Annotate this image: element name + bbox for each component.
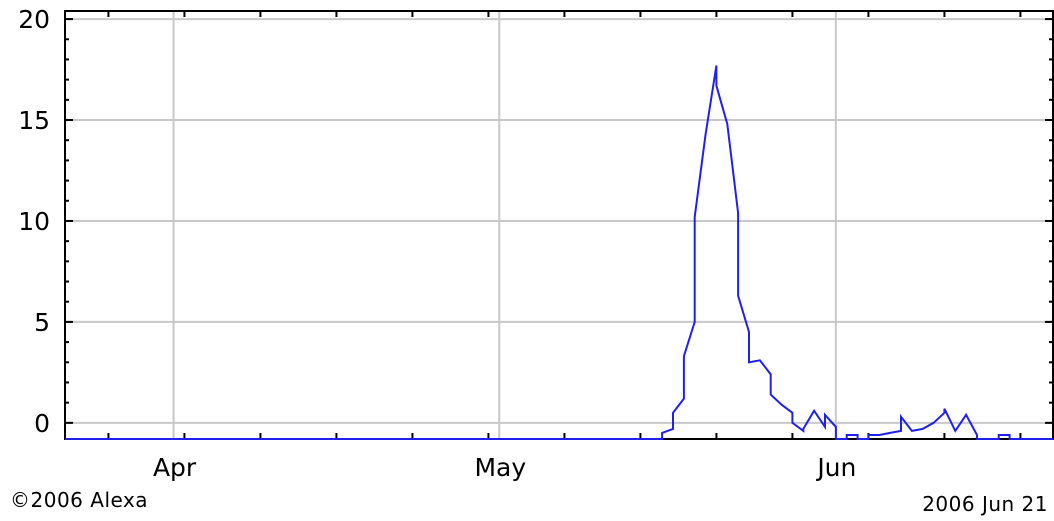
copyright-text: ©2006 Alexa: [10, 488, 149, 512]
series-line: [65, 65, 1053, 440]
y-axis-labels: 0 5 10 15 20: [18, 5, 50, 438]
x-tick-label: Jun: [815, 453, 856, 482]
y-tick-label: 15: [18, 106, 50, 135]
axis-ticks: [65, 11, 1053, 439]
grid-lines: [65, 11, 1053, 439]
y-tick-label: 5: [34, 308, 50, 337]
series-group: [65, 65, 1053, 440]
x-axis-labels: Apr May Jun: [153, 453, 856, 482]
chart-date-stamp: 2006 Jun 21: [922, 492, 1048, 516]
plot-frame: [64, 10, 1054, 440]
y-tick-label: 0: [34, 409, 50, 438]
x-tick-label: May: [474, 453, 526, 482]
y-tick-label: 20: [18, 5, 50, 34]
x-tick-label: Apr: [153, 453, 197, 482]
y-tick-label: 10: [18, 207, 50, 236]
